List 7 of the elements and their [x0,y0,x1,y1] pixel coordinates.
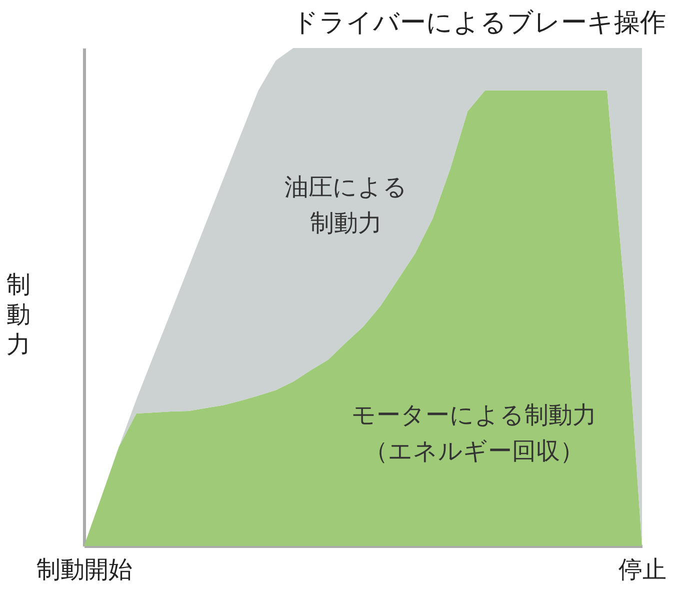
y-axis-title: 制動力 [310,209,382,237]
annotation: モーターによる制動力（エネルギー回収） [352,401,596,465]
chart-title: ドライバーによるブレーキ操作 [292,8,666,38]
text: 制動力 [6,270,30,358]
text: 油圧による [284,173,408,201]
x-tick-label: 停止 [618,556,666,584]
x-tick-label: 制動開始 [36,556,132,584]
